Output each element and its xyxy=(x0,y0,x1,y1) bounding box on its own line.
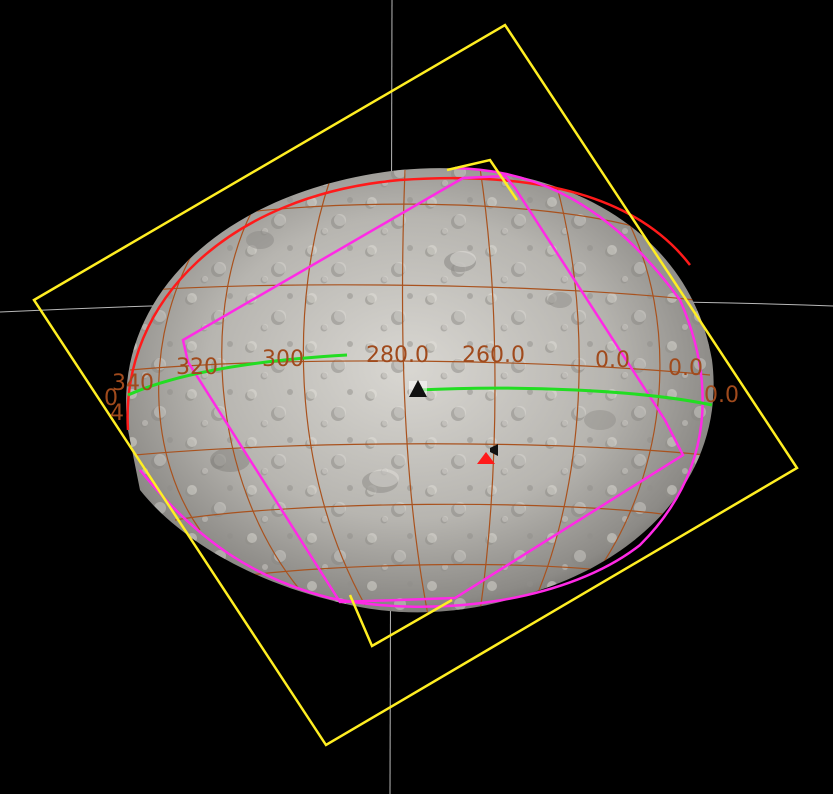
target-marker[interactable] xyxy=(477,444,498,464)
limb-outline xyxy=(126,176,691,431)
lat-label-left: 0 xyxy=(104,386,118,411)
outer-yellow-frame xyxy=(32,23,799,747)
triangle-red-icon xyxy=(477,452,495,464)
equator-track-right xyxy=(417,386,713,407)
inner-yellow-frame xyxy=(446,158,519,201)
inner-yellow-frame-bottom xyxy=(348,594,453,648)
triangle-black-icon xyxy=(409,380,427,397)
latitude-line xyxy=(149,284,696,301)
magenta-footprint xyxy=(181,174,685,604)
lon-label-0-c: 0.0 xyxy=(704,383,739,408)
lon-label-260: 260.0 xyxy=(462,343,525,368)
longitude-line xyxy=(534,179,580,601)
flag-icon xyxy=(490,444,498,456)
magenta-limb-segment xyxy=(139,166,704,609)
yellow-frames xyxy=(32,23,799,747)
lon-label-300: 300 xyxy=(262,347,304,372)
longitude-line xyxy=(401,169,429,613)
lat-label-left-b: 4 xyxy=(110,401,124,426)
longitude-line xyxy=(302,179,366,606)
lon-label-0-b: 0.0 xyxy=(668,356,703,381)
longitude-line xyxy=(594,214,661,576)
sub-point-marker[interactable] xyxy=(409,380,427,397)
latitude-line xyxy=(129,360,711,376)
longitude-line xyxy=(479,168,496,613)
lon-label-340: 340 xyxy=(112,371,154,396)
longitude-line xyxy=(221,199,301,591)
lon-label-320: 320 xyxy=(176,355,218,380)
lon-label-280: 280.0 xyxy=(366,343,429,368)
equator-track xyxy=(127,353,713,407)
equator-track-left xyxy=(127,353,348,397)
grid-labels: 340 320 300 280.0 260.0 0.0 0.0 0.0 0 4 xyxy=(104,343,739,426)
lon-label-0-a: 0.0 xyxy=(595,348,630,373)
latitude-line xyxy=(134,443,706,456)
latitude-line xyxy=(174,503,671,521)
